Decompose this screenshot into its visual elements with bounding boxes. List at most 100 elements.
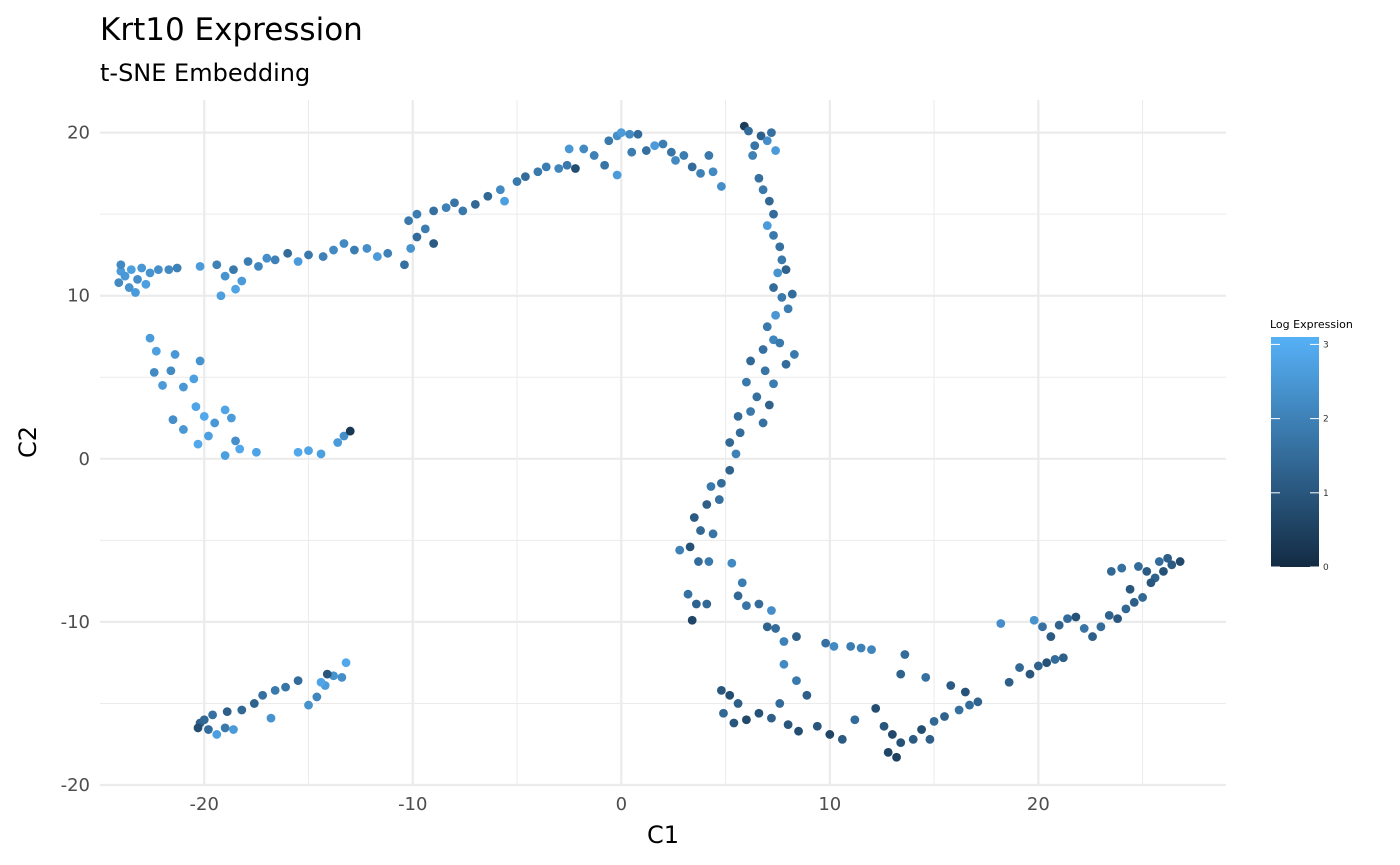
data-point — [829, 641, 839, 651]
data-point — [204, 431, 213, 441]
data-point — [349, 245, 359, 255]
data-point — [404, 216, 414, 226]
data-point — [193, 439, 203, 449]
data-point — [589, 151, 599, 160]
data-point — [1050, 655, 1060, 664]
data-point — [341, 658, 351, 668]
data-point — [1129, 597, 1139, 607]
data-point — [742, 715, 751, 725]
data-point — [1029, 615, 1039, 625]
data-point — [316, 449, 326, 459]
data-point — [220, 405, 230, 415]
data-point — [164, 265, 174, 275]
data-point — [1167, 560, 1177, 570]
data-point — [954, 705, 964, 715]
data-point — [908, 734, 918, 744]
data-point — [887, 730, 897, 739]
data-point — [883, 747, 893, 757]
data-point — [1163, 553, 1173, 563]
data-point — [304, 446, 313, 456]
data-point — [675, 545, 685, 555]
data-point — [293, 676, 303, 686]
data-point — [746, 407, 755, 416]
data-point — [802, 690, 812, 700]
data-point — [725, 690, 735, 700]
data-point — [1054, 620, 1064, 630]
data-point — [231, 436, 240, 446]
data-point — [562, 160, 572, 170]
color-legend: Log Expression 0 1 2 3 — [1270, 318, 1353, 573]
data-point — [116, 260, 126, 270]
data-point — [133, 275, 142, 284]
data-point — [846, 641, 856, 651]
data-point — [769, 379, 778, 389]
data-point — [1063, 614, 1072, 624]
data-point — [666, 147, 676, 157]
y-tick-label: -20 — [61, 775, 90, 796]
data-point — [345, 426, 355, 436]
data-point — [318, 252, 328, 261]
data-point — [600, 160, 610, 170]
data-point — [249, 699, 259, 708]
data-point — [708, 529, 718, 539]
data-point — [821, 638, 831, 648]
data-point — [702, 599, 712, 609]
data-point — [195, 261, 205, 271]
data-point — [1106, 566, 1116, 576]
data-point — [400, 260, 409, 270]
data-point — [270, 686, 280, 695]
data-point — [627, 147, 637, 157]
data-point — [773, 268, 783, 278]
data-point — [554, 164, 564, 173]
data-point — [571, 164, 580, 173]
data-point — [733, 412, 743, 421]
data-point — [650, 141, 660, 151]
data-point — [687, 162, 697, 172]
data-point — [704, 557, 714, 566]
data-point — [733, 591, 743, 601]
data-point — [892, 752, 901, 762]
data-point — [304, 250, 313, 260]
data-point — [716, 478, 726, 488]
x-axis-ticks: -20 -10 0 10 20 — [190, 794, 1050, 815]
y-axis-title: C2 — [14, 426, 42, 458]
data-point — [237, 276, 247, 286]
data-point — [495, 185, 505, 195]
data-point — [737, 578, 747, 588]
data-point — [149, 367, 159, 377]
data-point — [383, 248, 393, 258]
data-point — [775, 242, 785, 252]
data-point — [754, 173, 764, 183]
data-point — [362, 244, 372, 253]
data-point — [762, 322, 772, 332]
data-point — [1125, 584, 1135, 594]
data-point — [1004, 677, 1014, 687]
data-point — [220, 271, 230, 281]
data-point — [458, 206, 468, 216]
data-point — [281, 682, 290, 692]
data-point — [1038, 622, 1047, 632]
data-point — [714, 495, 724, 504]
data-point — [716, 182, 726, 191]
data-point — [258, 690, 268, 700]
data-point — [137, 263, 147, 273]
data-point — [775, 699, 785, 708]
data-point — [237, 705, 247, 715]
data-point — [746, 356, 755, 366]
data-point — [1117, 563, 1127, 573]
data-point — [856, 643, 866, 653]
data-point — [689, 513, 699, 522]
data-point — [771, 310, 780, 320]
data-point — [212, 260, 222, 270]
x-tick-label: 20 — [1027, 794, 1050, 815]
data-point — [625, 129, 635, 139]
data-point — [794, 726, 803, 736]
data-point — [725, 438, 735, 447]
data-point — [781, 265, 791, 275]
data-point — [837, 734, 847, 744]
data-point — [166, 366, 176, 376]
data-point — [771, 624, 780, 633]
legend-tick-label: 2 — [1323, 415, 1329, 425]
data-point — [283, 248, 293, 258]
data-point — [708, 167, 718, 177]
